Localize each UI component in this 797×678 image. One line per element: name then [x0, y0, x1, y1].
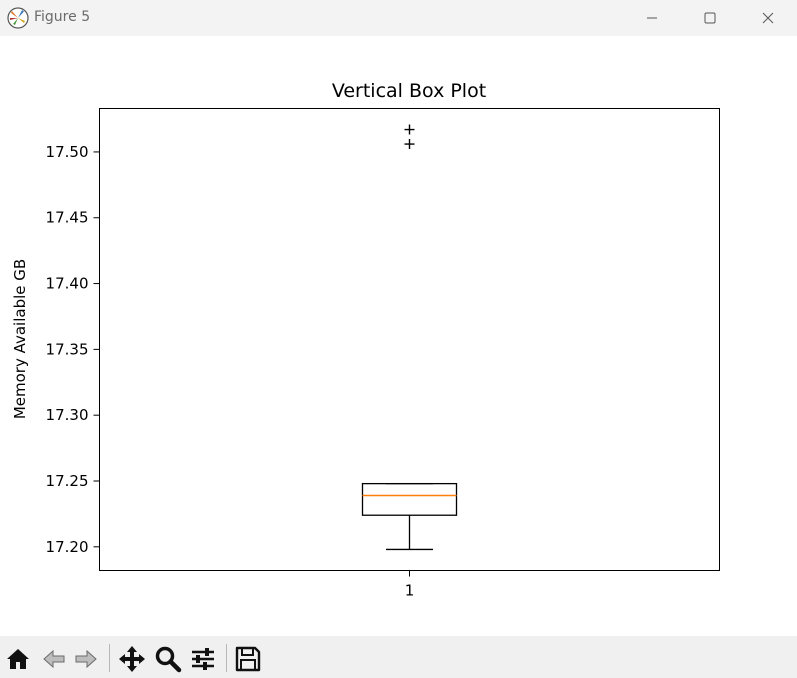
window-title: Figure 5 [34, 9, 91, 25]
y-tick-label: 17.20 [46, 538, 89, 556]
axes-frame [99, 108, 720, 571]
toolbar-separator [226, 644, 227, 672]
box-plot-chart: Vertical Box Plot Memory Available GB 17… [11, 80, 720, 600]
pan-move-icon [119, 646, 145, 672]
forward-button[interactable] [71, 644, 101, 674]
outlier-point [404, 124, 415, 135]
configure-subplots-button[interactable] [188, 644, 218, 674]
iqr-box [361, 482, 458, 516]
y-tick-label: 17.45 [46, 209, 89, 227]
y-axis-label: Memory Available GB [11, 259, 29, 419]
maximize-button[interactable] [681, 0, 739, 36]
figure-canvas[interactable]: Vertical Box Plot Memory Available GB 17… [0, 36, 797, 636]
close-icon [762, 12, 774, 24]
forward-arrow-icon [75, 649, 97, 669]
home-button[interactable] [3, 644, 33, 674]
matplotlib-logo-icon [7, 7, 29, 29]
configure-subplots-icon [192, 648, 214, 670]
zoom-button[interactable] [153, 644, 183, 674]
back-button[interactable] [39, 644, 69, 674]
outlier-point [404, 139, 415, 150]
toolbar-separator [109, 644, 110, 672]
x-tick-label: 1 [405, 582, 415, 600]
y-tick-label: 17.50 [46, 143, 89, 161]
chart-title: Vertical Box Plot [332, 80, 486, 102]
close-button[interactable] [739, 0, 797, 36]
plot-area: 17.20 17.25 17.30 17.35 17.40 17.45 17.50 1 [46, 124, 458, 600]
y-tick-label: 17.40 [46, 275, 89, 293]
save-floppy-icon [235, 646, 261, 672]
pan-button[interactable] [117, 644, 147, 674]
y-tick-label: 17.35 [46, 340, 89, 358]
maximize-icon [704, 12, 716, 24]
back-arrow-icon [43, 649, 65, 669]
title-bar: Figure 5 [0, 0, 797, 36]
navigation-toolbar [0, 636, 797, 678]
minimize-button[interactable] [623, 0, 681, 36]
home-icon [7, 649, 29, 669]
y-tick-label: 17.25 [46, 472, 89, 490]
y-tick-label: 17.30 [46, 406, 89, 424]
save-button[interactable] [233, 644, 263, 674]
zoom-magnifier-icon [155, 646, 182, 673]
minimize-icon [647, 17, 657, 19]
